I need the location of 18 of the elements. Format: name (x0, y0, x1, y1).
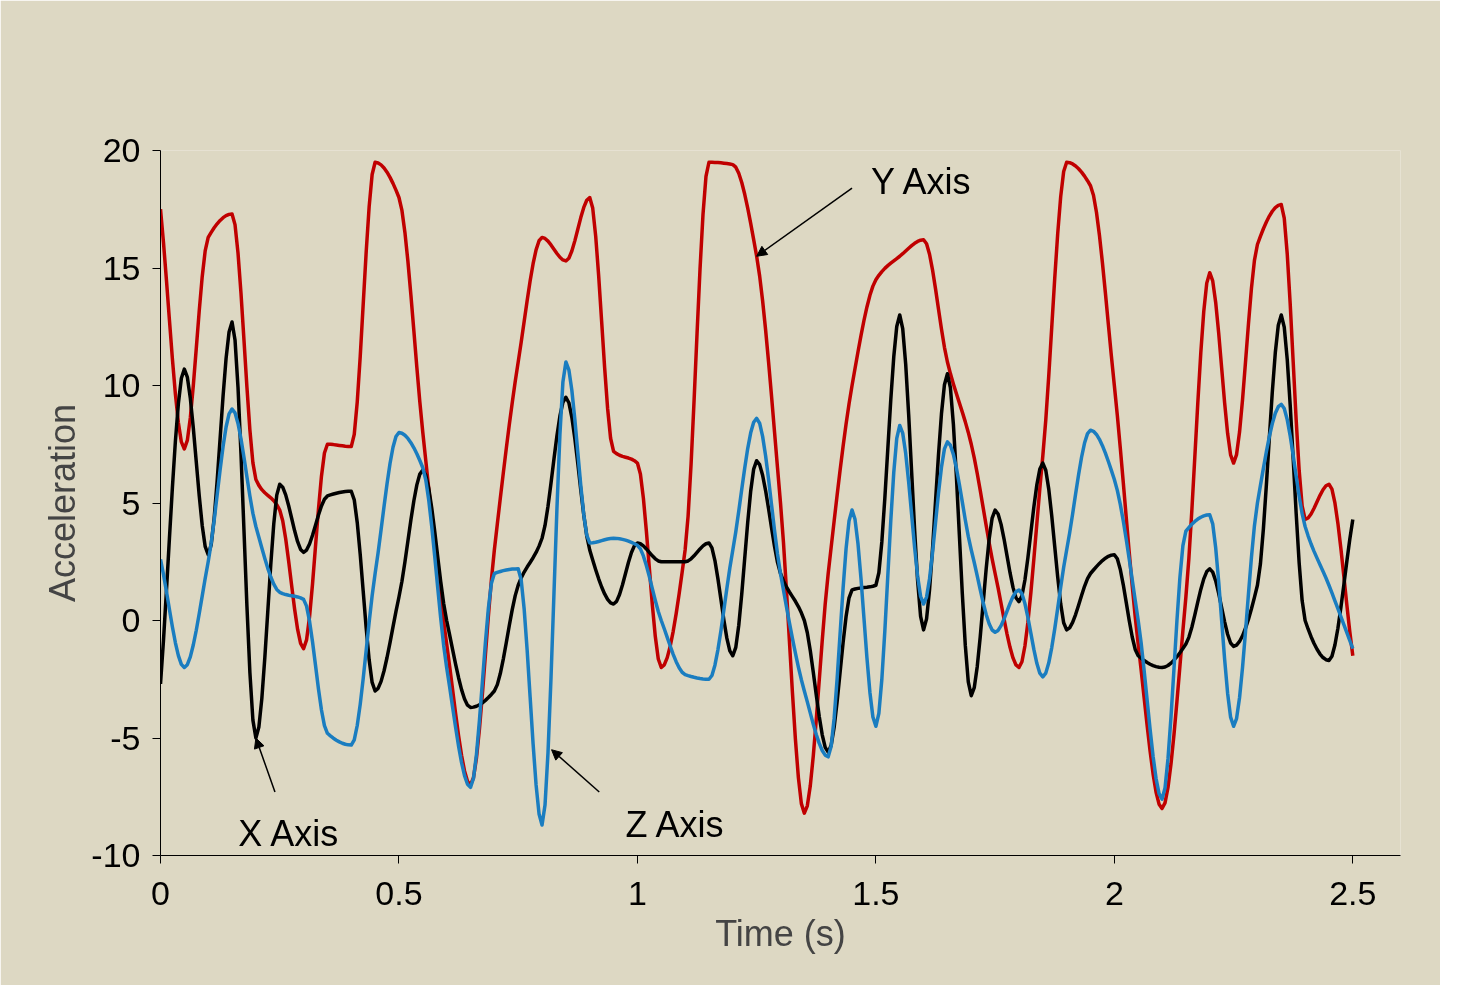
annotation: X Axis (238, 813, 339, 855)
y-tick-label: -5 (110, 718, 141, 757)
y-tick-label: 5 (121, 483, 141, 522)
y-tick-label: -10 (91, 836, 141, 874)
y-tick-label: 10 (102, 366, 141, 404)
y-tick-label: 15 (102, 248, 141, 287)
y-axis-title: Acceleration (42, 403, 84, 603)
x-tick-label: 1 (627, 873, 647, 912)
x-axis-title: Time (s) (715, 912, 846, 954)
x-tick-label: 2.5 (1329, 873, 1377, 912)
annotation: Y Axis (871, 160, 971, 202)
annotation: Z Axis (625, 803, 724, 845)
x-tick-label: 0.5 (375, 873, 423, 912)
x-tick-label: 0 (151, 873, 170, 912)
y-tick-label: 0 (121, 601, 141, 639)
x-tick-label: 2 (1104, 873, 1124, 912)
x-tick-label: 1.5 (852, 873, 900, 912)
y-tick-label: 20 (102, 131, 141, 169)
